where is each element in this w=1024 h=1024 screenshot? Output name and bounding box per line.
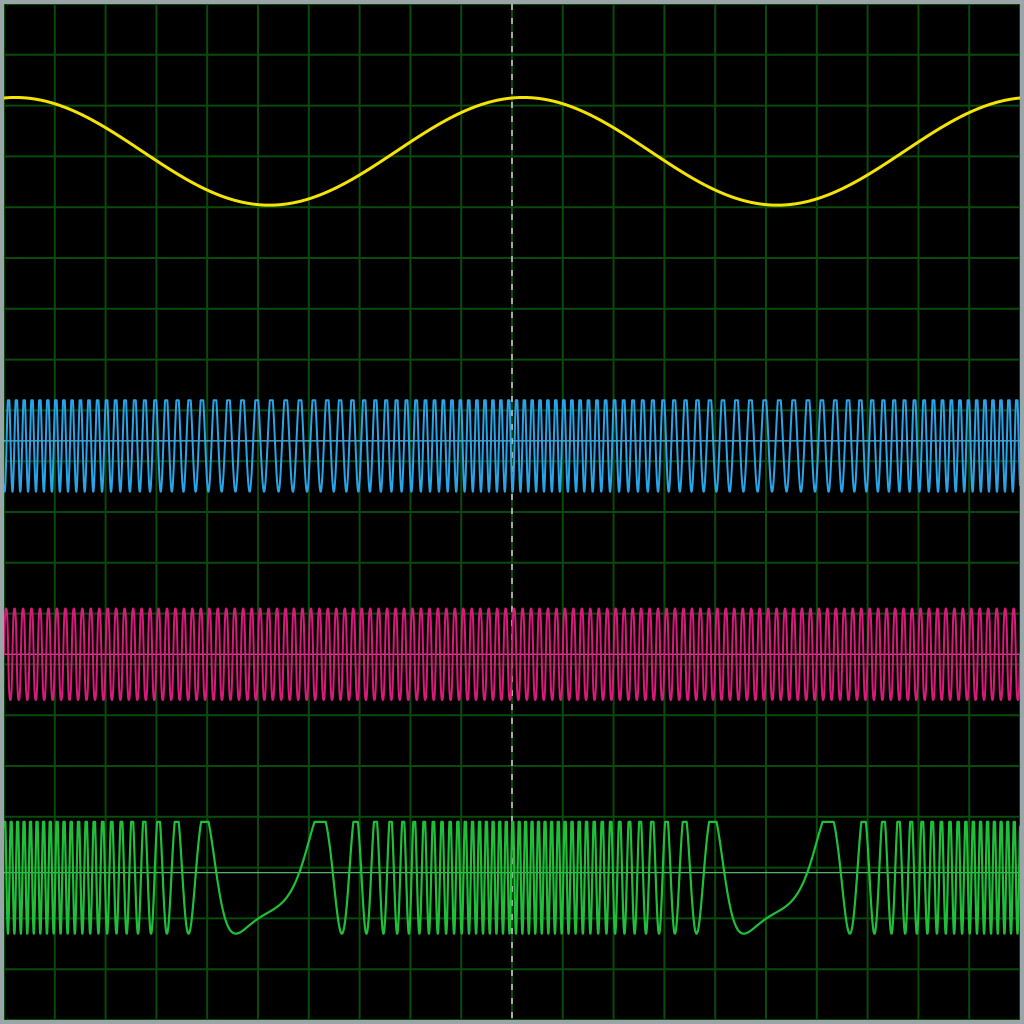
- trace-square-burst-carrier: [4, 609, 1020, 700]
- oscilloscope-display: [0, 0, 1024, 1024]
- oscilloscope-svg: [0, 0, 1024, 1024]
